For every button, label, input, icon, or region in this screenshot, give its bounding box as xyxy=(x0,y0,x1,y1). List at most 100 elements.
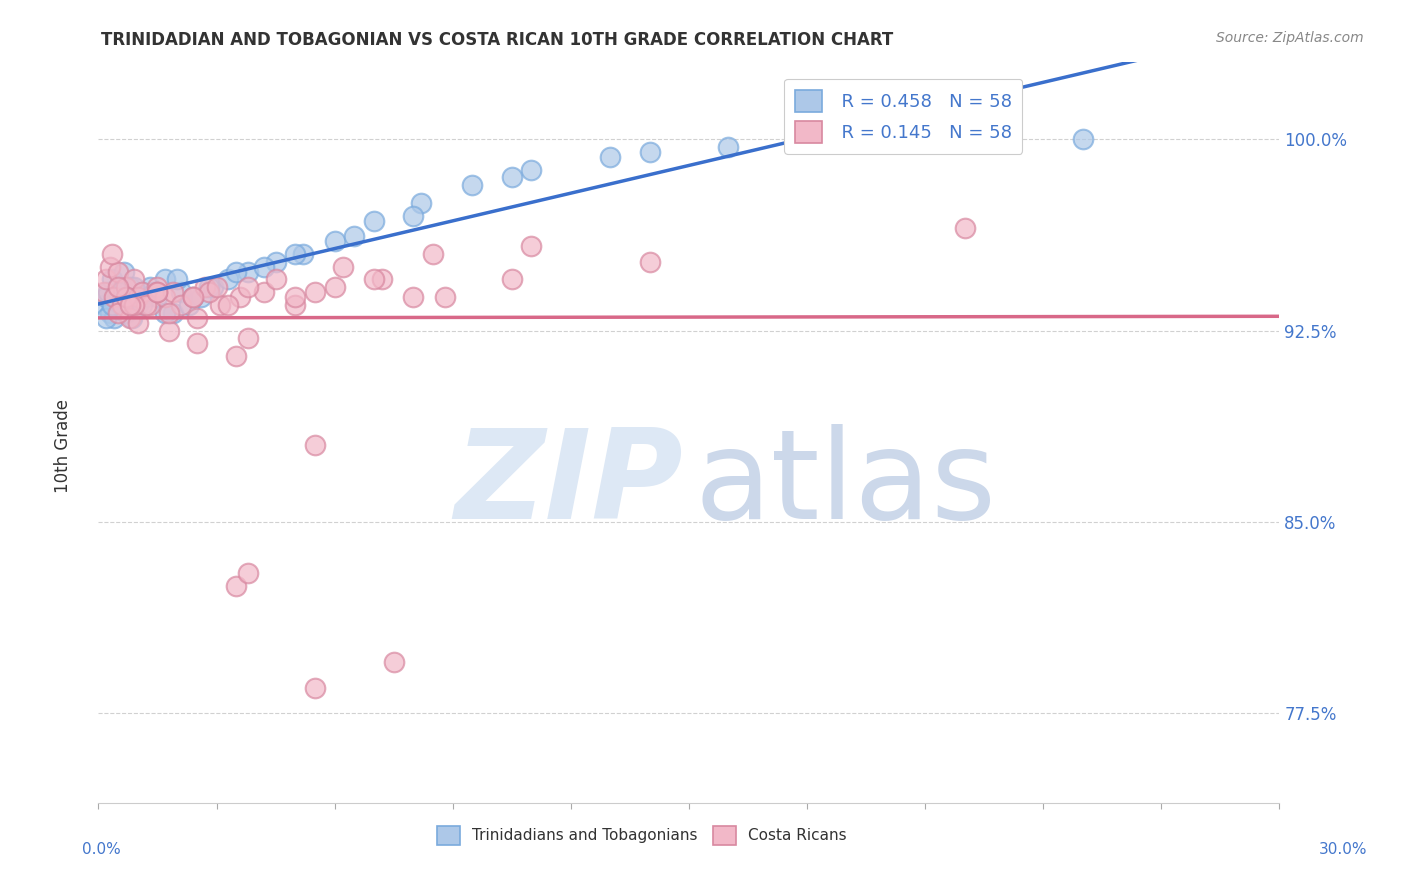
Point xyxy=(284,290,307,304)
Point xyxy=(520,239,543,253)
Point xyxy=(96,272,118,286)
Point xyxy=(131,298,153,312)
Point xyxy=(205,280,228,294)
Point xyxy=(103,310,125,325)
Point xyxy=(253,285,276,300)
Point xyxy=(127,298,149,312)
Point xyxy=(118,310,141,325)
Point xyxy=(146,280,169,294)
Point xyxy=(343,229,366,244)
Point xyxy=(107,280,129,294)
Point xyxy=(217,298,239,312)
Point xyxy=(181,290,204,304)
Point xyxy=(190,290,212,304)
Point xyxy=(323,234,346,248)
Point xyxy=(209,298,232,312)
Point xyxy=(142,285,165,300)
Point xyxy=(501,170,523,185)
Point xyxy=(229,290,252,304)
Point xyxy=(236,566,259,580)
Text: 10th Grade: 10th Grade xyxy=(55,399,72,493)
Point xyxy=(131,285,153,300)
Point xyxy=(422,247,444,261)
Legend: Trinidadians and Tobagonians, Costa Ricans: Trinidadians and Tobagonians, Costa Rica… xyxy=(430,820,852,851)
Point xyxy=(155,272,177,286)
Point xyxy=(118,280,141,294)
Point xyxy=(127,316,149,330)
Point xyxy=(122,298,145,312)
Point xyxy=(382,656,405,670)
Point xyxy=(115,290,138,304)
Point xyxy=(953,221,976,235)
Point xyxy=(98,260,121,274)
Point xyxy=(146,285,169,300)
Text: 30.0%: 30.0% xyxy=(1319,842,1367,856)
Point xyxy=(107,265,129,279)
Text: TRINIDADIAN AND TOBAGONIAN VS COSTA RICAN 10TH GRADE CORRELATION CHART: TRINIDADIAN AND TOBAGONIAN VS COSTA RICA… xyxy=(101,31,893,49)
Point xyxy=(138,280,160,294)
Point xyxy=(157,305,180,319)
Point xyxy=(138,298,160,312)
Point xyxy=(131,285,153,300)
Point xyxy=(402,209,425,223)
Point xyxy=(363,213,385,227)
Point xyxy=(304,681,326,695)
Point xyxy=(186,310,208,325)
Point xyxy=(284,298,307,312)
Point xyxy=(304,438,326,452)
Point xyxy=(107,280,129,294)
Point xyxy=(225,579,247,593)
Text: Source: ZipAtlas.com: Source: ZipAtlas.com xyxy=(1216,31,1364,45)
Point xyxy=(236,265,259,279)
Point xyxy=(236,280,259,294)
Point xyxy=(96,310,118,325)
Point xyxy=(181,290,204,304)
Point xyxy=(93,285,115,300)
Point xyxy=(181,290,204,304)
Point xyxy=(101,247,124,261)
Point xyxy=(170,298,193,312)
Point xyxy=(98,305,121,319)
Point xyxy=(111,298,134,312)
Point xyxy=(402,290,425,304)
Point xyxy=(371,272,394,286)
Point xyxy=(127,290,149,304)
Point xyxy=(501,272,523,286)
Point xyxy=(162,305,184,319)
Point xyxy=(304,285,326,300)
Point xyxy=(264,272,287,286)
Point xyxy=(115,290,138,304)
Point xyxy=(875,132,897,146)
Point xyxy=(105,290,128,304)
Point xyxy=(107,285,129,300)
Point xyxy=(638,145,661,159)
Point xyxy=(194,280,217,294)
Point xyxy=(93,298,115,312)
Point xyxy=(332,260,354,274)
Point xyxy=(157,324,180,338)
Point xyxy=(101,298,124,312)
Point xyxy=(197,280,219,294)
Point xyxy=(103,290,125,304)
Point xyxy=(201,280,224,294)
Point xyxy=(717,139,740,153)
Point xyxy=(112,265,135,279)
Point xyxy=(599,150,621,164)
Point xyxy=(363,272,385,286)
Point xyxy=(461,178,484,192)
Point xyxy=(111,298,134,312)
Point xyxy=(520,162,543,177)
Point xyxy=(135,290,157,304)
Text: atlas: atlas xyxy=(695,424,997,545)
Point xyxy=(264,254,287,268)
Point xyxy=(433,290,456,304)
Point xyxy=(118,298,141,312)
Point xyxy=(97,285,120,300)
Point xyxy=(236,331,259,345)
Point xyxy=(101,272,124,286)
Point xyxy=(177,298,200,312)
Point xyxy=(117,295,139,310)
Point xyxy=(166,272,188,286)
Point xyxy=(225,265,247,279)
Point xyxy=(292,247,315,261)
